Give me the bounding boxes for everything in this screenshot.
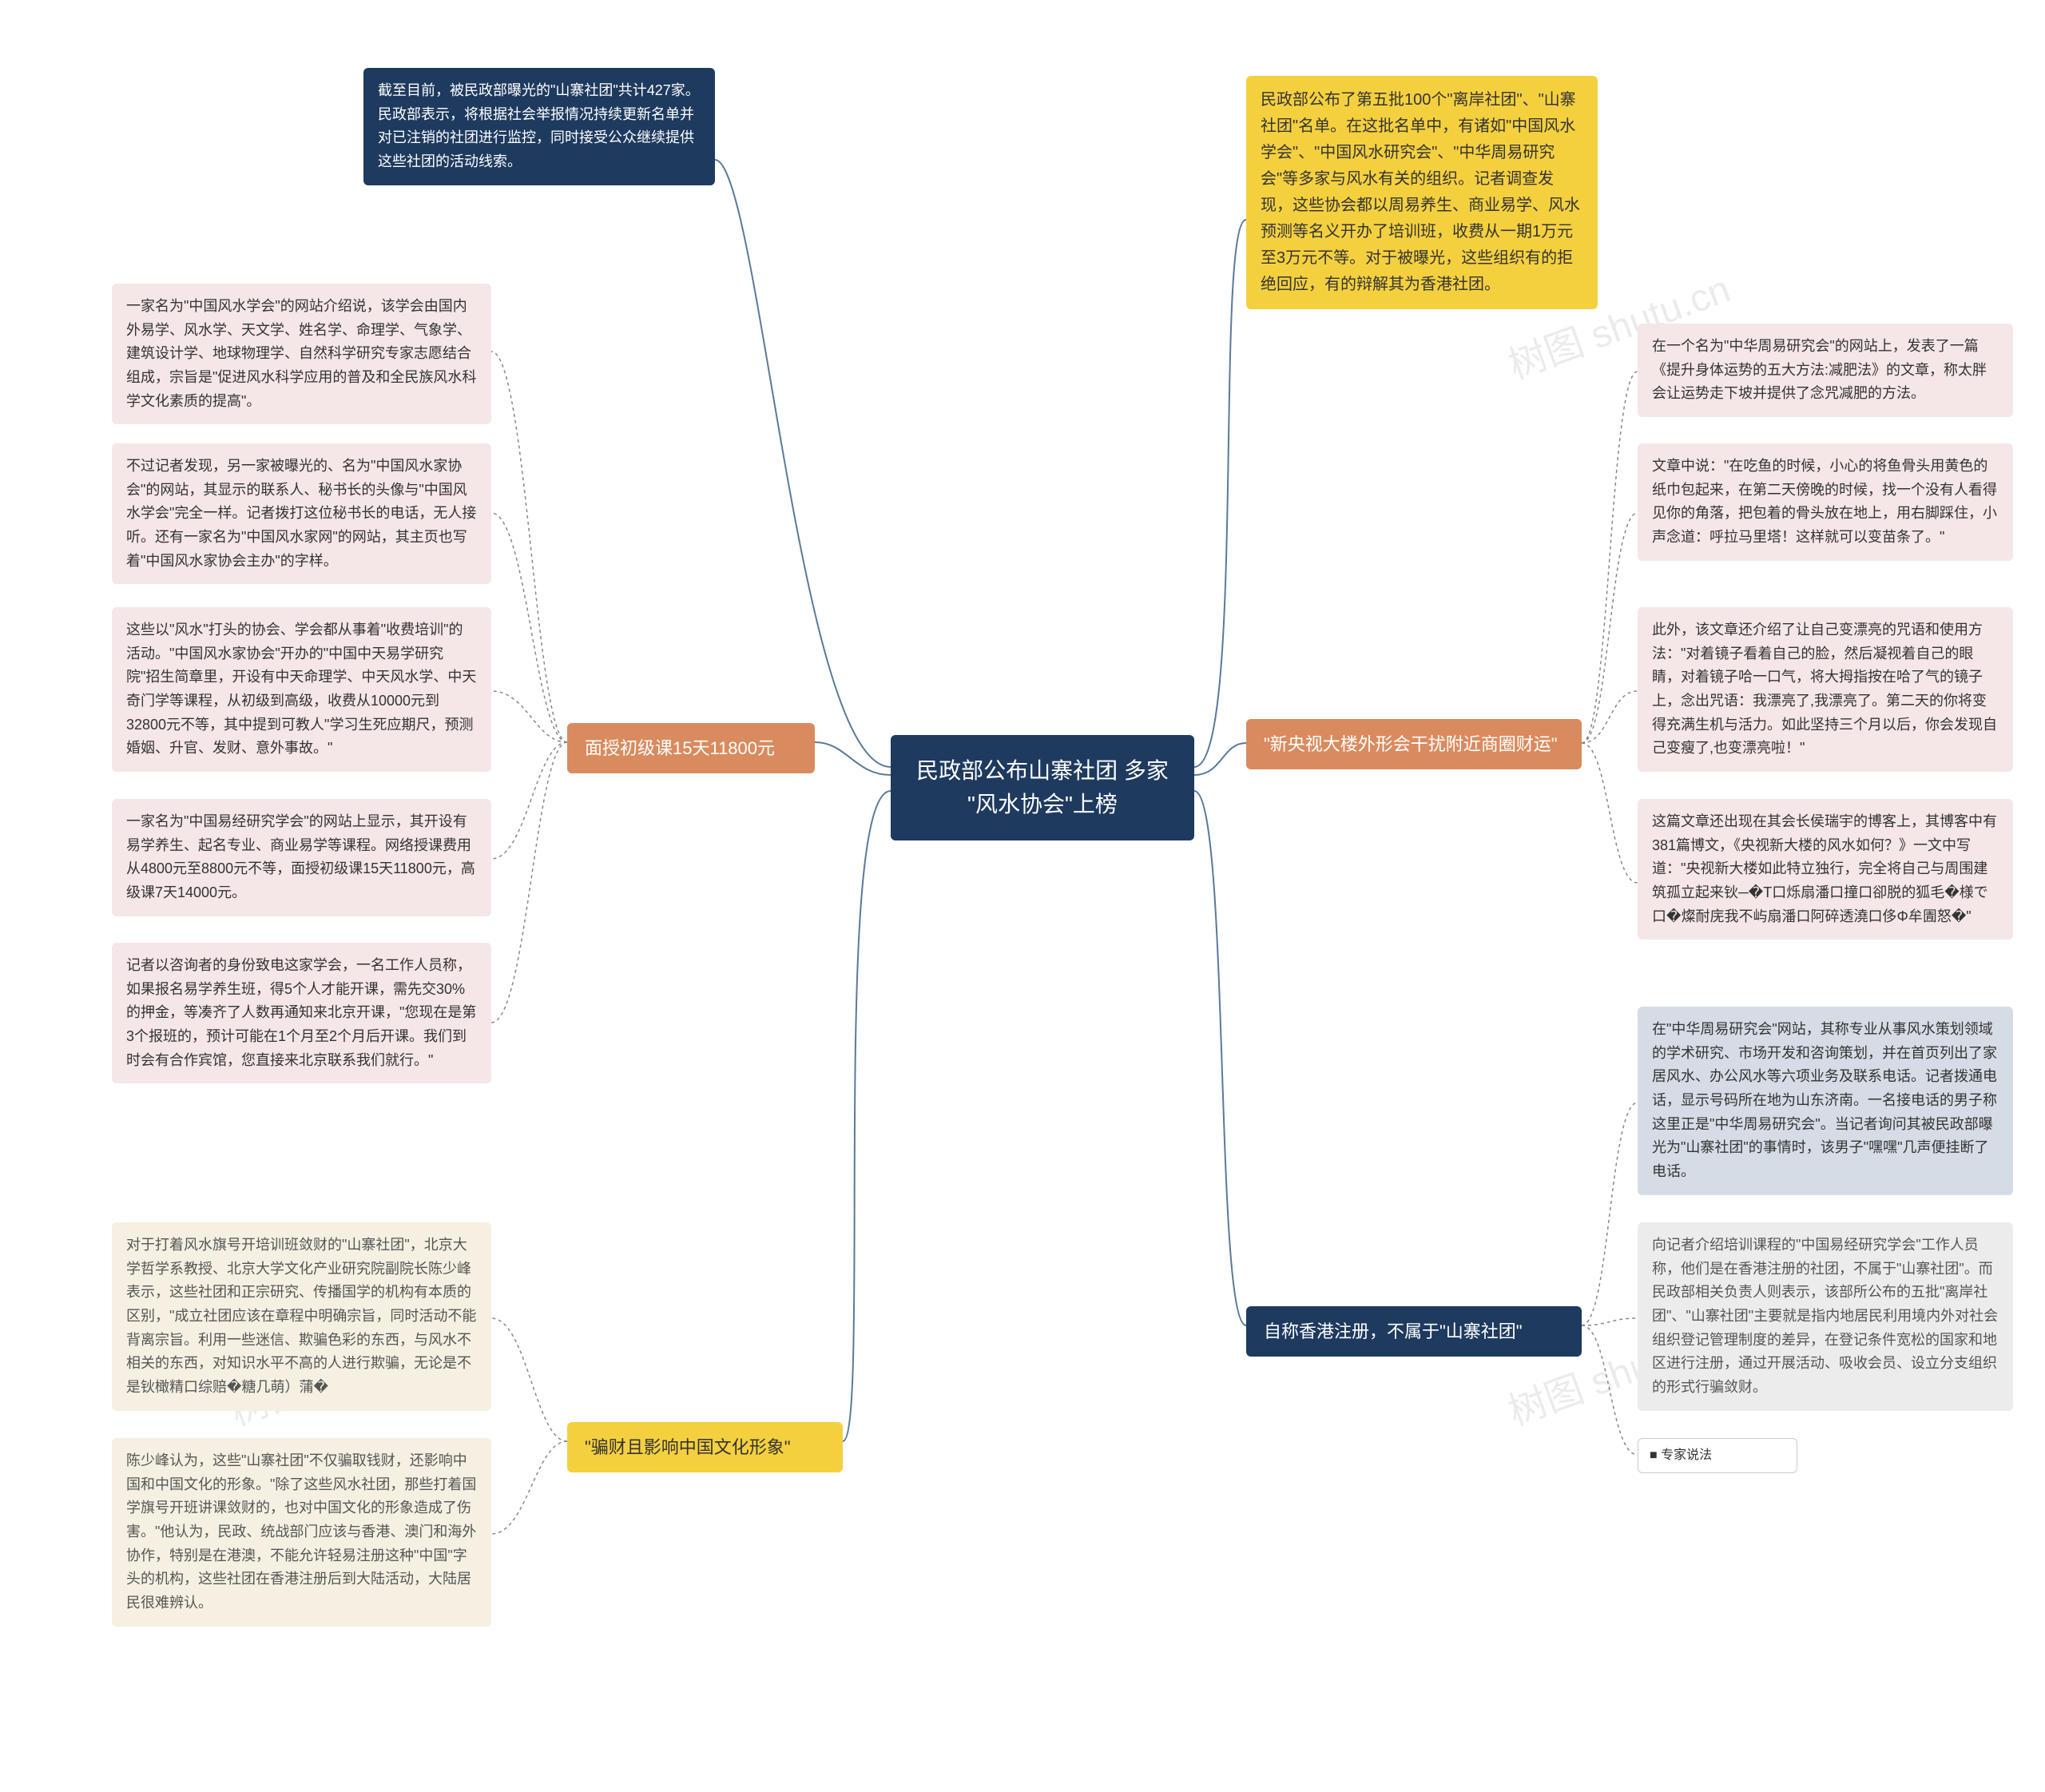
left-b1-leaf-2: 不过记者发现，另一家被曝光的、名为"中国风水家协会"的网站，其显示的联系人、秘书… (112, 443, 491, 584)
right-b1-leaf-4: 这篇文章还出现在其会长侯瑞宇的博客上，其博客中有381篇博文，《央视新大楼的风水… (1638, 799, 2013, 940)
left-branch-course-fee: 面授初级课15天11800元 (567, 723, 815, 773)
right-b1-leaf-3: 此外，该文章还介绍了让自己变漂亮的咒语和使用方法："对着镜子看着自己的脸，然后凝… (1638, 607, 2013, 772)
left-intro-box: 截至目前，被民政部曝光的"山寨社团"共计427家。民政部表示，将根据社会举报情况… (363, 68, 715, 185)
right-intro-box: 民政部公布了第五批100个"离岸社团"、"山寨社团"名单。在这批名单中，有诸如"… (1246, 76, 1598, 309)
right-b2-leaf-expert: ■ 专家说法 (1638, 1438, 1797, 1473)
left-b2-leaf-2: 陈少峰认为，这些"山寨社团"不仅骗取钱财，还影响中国和中国文化的形象。"除了这些… (112, 1438, 491, 1627)
left-b2-leaf-1: 对于打着风水旗号开培训班敛财的"山寨社团"，北京大学哲学系教授、北京大学文化产业… (112, 1222, 491, 1411)
right-branch-hongkong: 自称香港注册，不属于"山寨社团" (1246, 1306, 1582, 1357)
right-b1-leaf-2: 文章中说："在吃鱼的时候，小心的将鱼骨头用黄色的纸巾包起来，在第二天傍晚的时候，… (1638, 443, 2013, 561)
left-b1-leaf-1: 一家名为"中国风水学会"的网站介绍说，该学会由国内外易学、风水学、天文学、姓名学… (112, 284, 491, 424)
left-b1-leaf-5: 记者以咨询者的身份致电这家学会，一名工作人员称，如果报名易学养生班，得5个人才能… (112, 943, 491, 1083)
right-b2-leaf-1: 在"中华周易研究会"网站，其称专业从事风水策划领域的学术研究、市场开发和咨询策划… (1638, 1007, 2013, 1195)
left-b1-leaf-3: 这些以"风水"打头的协会、学会都从事着"收费培训"的活动。"中国风水家协会"开办… (112, 607, 491, 772)
right-b2-leaf-2: 向记者介绍培训课程的"中国易经研究学会"工作人员称，他们是在香港注册的社团，不属… (1638, 1222, 2013, 1411)
left-branch-impact: "骗财且影响中国文化形象" (567, 1422, 843, 1472)
right-branch-cctv: "新央视大楼外形会干扰附近商圈财运" (1246, 719, 1582, 769)
left-b1-leaf-4: 一家名为"中国易经研究学会"的网站上显示，其开设有易学养生、起名专业、商业易学等… (112, 799, 491, 916)
center-title: 民政部公布山寨社团 多家"风水协会"上榜 (891, 735, 1194, 840)
right-b1-leaf-1: 在一个名为"中华周易研究会"的网站上，发表了一篇《提升身体运势的五大方法:减肥法… (1638, 324, 2013, 417)
